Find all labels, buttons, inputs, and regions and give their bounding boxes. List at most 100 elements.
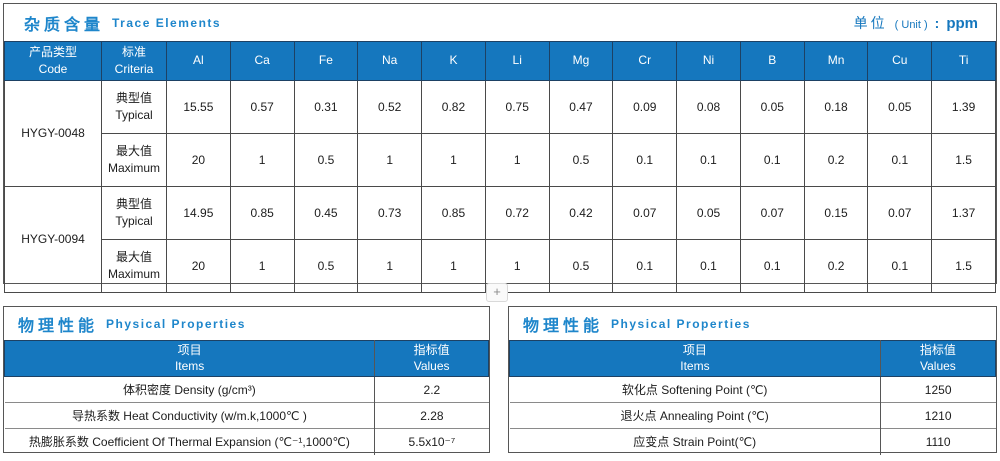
col-header-code-zh: 产品类型	[28, 45, 77, 59]
value-cell: 0.31	[293, 79, 359, 134]
col-header-items: 项目 Items	[3, 339, 376, 378]
value-cell: 1	[421, 132, 486, 187]
col-header-values-zh: 指标值	[413, 343, 450, 357]
value-cell: 15.55	[166, 79, 231, 134]
value-cell: 1	[357, 132, 423, 187]
criteria-label-zh: 最大值	[115, 249, 152, 264]
table-row: 体积密度 Density (g/cm³) 2.2	[4, 376, 489, 403]
property-item-cell: 软化点 Softening Point (℃)	[509, 376, 881, 403]
col-header-code: 产品类型 Code	[4, 41, 102, 81]
element-header: B	[739, 41, 805, 81]
value-cell: 0.57	[229, 79, 295, 134]
physical-left-table: 项目 Items 指标值 Values 体积密度 Density (g/cm³)…	[3, 339, 489, 455]
value-cell: 0.09	[612, 79, 678, 134]
value-cell: 1.5	[931, 132, 996, 187]
property-item-cell: 热膨胀系数 Coefficient Of Thermal Expansion (…	[4, 428, 376, 455]
value-cell: 0.1	[739, 132, 805, 187]
col-header-criteria: 标准 Criteria	[101, 41, 167, 81]
value-cell: 0.1	[739, 238, 805, 293]
value-cell: 0.2	[803, 132, 869, 187]
col-header-values-en: Values	[413, 358, 450, 373]
plus-icon: +	[493, 284, 501, 299]
property-value-cell: 1110	[880, 428, 996, 455]
physical-properties-left-section: 物理性能 Physical Properties 项目 Items 指标值 Va…	[3, 306, 490, 455]
unit-colon: :	[934, 14, 940, 31]
table-row: 最大值 Maximum 20 1 0.5 1 1 1 0.5 0.1 0.1 0…	[5, 132, 996, 187]
trace-elements-section: 杂质含量 Trace Elements 单位 ( Unit ) : ppm 产品…	[3, 3, 997, 293]
value-cell: 0.1	[612, 238, 678, 293]
value-cell: 1	[357, 238, 423, 293]
criteria-label-zh: 典型值	[115, 196, 152, 211]
criteria-cell: 典型值 Typical	[101, 185, 167, 240]
value-cell: 0.18	[803, 79, 869, 134]
col-header-code-en: Code	[38, 61, 68, 76]
element-header: Fe	[293, 41, 359, 81]
element-header: Mn	[803, 41, 869, 81]
element-header: Ca	[229, 41, 295, 81]
physical-left-title-zh: 物理性能	[18, 317, 99, 335]
table-row: HYGY-0048 典型值 Typical 15.55 0.57 0.31 0.…	[4, 79, 996, 187]
trace-header-row: 产品类型 Code 标准 Criteria Al Ca Fe Na K Li M…	[4, 41, 996, 81]
property-value-cell: 5.5x10⁻⁷	[374, 428, 489, 455]
trace-title-bar: 杂质含量 Trace Elements 单位 ( Unit ) : ppm	[4, 4, 996, 41]
element-header: Ti	[931, 41, 996, 81]
value-cell: 0.5	[293, 132, 359, 187]
value-cell: 1	[229, 132, 295, 187]
physical-right-table: 项目 Items 指标值 Values 软化点 Softening Point …	[509, 339, 997, 455]
element-header: Al	[166, 41, 231, 81]
element-header: K	[421, 41, 486, 81]
value-cell: 1	[484, 132, 550, 187]
col-header-values: 指标值 Values	[879, 339, 997, 378]
value-cell: 20	[166, 238, 231, 293]
element-header: Ni	[676, 41, 741, 81]
table-row: 最大值 Maximum 20 1 0.5 1 1 1 0.5 0.1 0.1 0…	[5, 238, 996, 293]
col-header-values-zh: 指标值	[919, 343, 956, 357]
value-cell: 0.73	[357, 185, 423, 240]
value-cell: 0.07	[612, 185, 678, 240]
value-cell: 0.05	[867, 79, 933, 134]
expand-button[interactable]: +	[486, 283, 508, 302]
criteria-label-en: Typical	[115, 107, 153, 122]
property-value-cell: 1210	[880, 402, 996, 429]
physical-right-title-en: Physical Properties	[611, 316, 751, 331]
physical-right-header-row: 项目 Items 指标值 Values	[509, 339, 997, 378]
value-cell: 0.1	[676, 238, 741, 293]
value-cell: 14.95	[166, 185, 231, 240]
criteria-cell: 典型值 Typical	[101, 79, 167, 134]
value-cell: 0.45	[293, 185, 359, 240]
value-cell: 0.07	[867, 185, 933, 240]
criteria-cell: 最大值 Maximum	[101, 238, 167, 293]
col-header-values-en: Values	[920, 358, 956, 373]
criteria-label-zh: 典型值	[115, 90, 152, 105]
value-cell: 0.42	[548, 185, 614, 240]
value-cell: 0.72	[484, 185, 550, 240]
value-cell: 0.07	[739, 185, 805, 240]
product-code-cell: HYGY-0048	[4, 79, 102, 187]
value-cell: 0.05	[676, 185, 741, 240]
value-cell: 0.1	[867, 238, 933, 293]
physical-left-header-row: 项目 Items 指标值 Values	[3, 339, 489, 378]
value-cell: 0.05	[739, 79, 805, 134]
element-header: Mg	[548, 41, 614, 81]
property-value-cell: 2.28	[374, 402, 489, 429]
value-cell: 1.5	[931, 238, 996, 293]
value-cell: 0.5	[548, 238, 614, 293]
element-header: Na	[357, 41, 423, 81]
element-header: Li	[484, 41, 550, 81]
value-cell: 0.85	[229, 185, 295, 240]
trace-elements-table: 产品类型 Code 标准 Criteria Al Ca Fe Na K Li M…	[4, 41, 996, 293]
element-header: Cu	[867, 41, 933, 81]
property-item-cell: 退火点 Annealing Point (℃)	[509, 402, 881, 429]
value-cell: 0.15	[803, 185, 869, 240]
property-item-cell: 体积密度 Density (g/cm³)	[4, 376, 376, 403]
unit-indicator: 单位 ( Unit ) : ppm	[854, 13, 978, 33]
value-cell: 0.85	[421, 185, 486, 240]
col-header-items-zh: 项目	[682, 343, 707, 357]
col-header-items-en: Items	[680, 358, 710, 373]
criteria-label-en: Typical	[115, 213, 153, 228]
value-cell: 0.52	[357, 79, 423, 134]
property-value-cell: 2.2	[374, 376, 489, 403]
table-row: HYGY-0094 典型值 Typical 14.95 0.85 0.45 0.…	[4, 185, 996, 293]
table-row: 导热系数 Heat Conductivity (w/m.k,1000℃ ) 2.…	[4, 402, 489, 429]
value-cell: 0.1	[676, 132, 741, 187]
